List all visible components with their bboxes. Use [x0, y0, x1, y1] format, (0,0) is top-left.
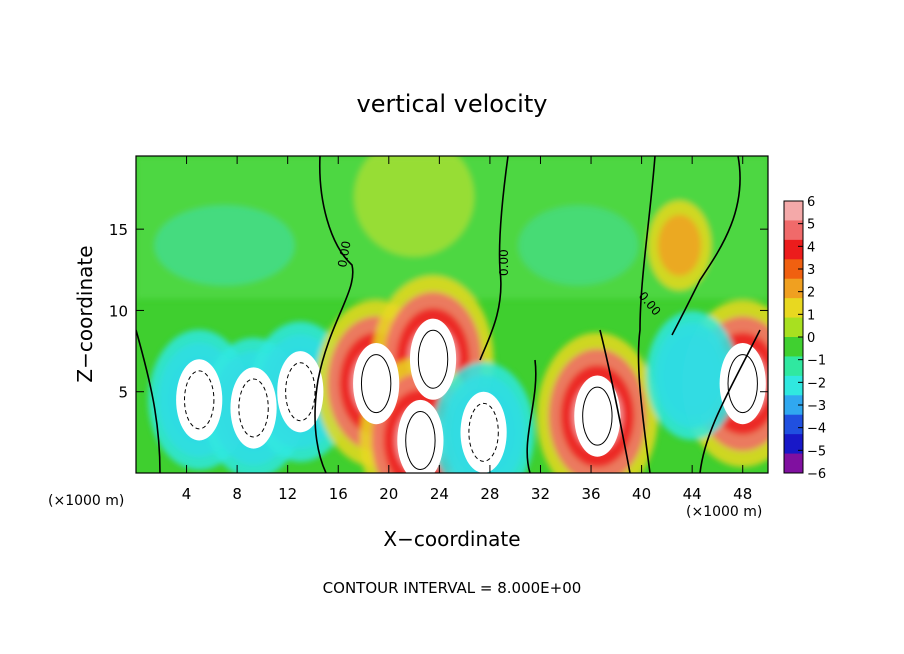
negative-contour — [238, 378, 269, 438]
colorbar-swatch — [784, 259, 803, 280]
colorbar-swatch — [784, 278, 803, 299]
x-tick-label: 44 — [683, 485, 702, 503]
zero-contour — [671, 156, 741, 336]
colorbar: 6 5 4 3 2 1 0 −1 −2 −3 −4 −5 −6 — [783, 195, 826, 482]
colorbar-tick-label: 5 — [807, 218, 815, 233]
updraft-core — [409, 318, 457, 400]
x-tick-label: 16 — [329, 485, 348, 503]
x-tick-label: 4 — [182, 485, 192, 503]
colorbar-swatch — [784, 453, 803, 474]
colorbar-swatch — [784, 356, 803, 377]
colorbar-swatch — [784, 434, 803, 455]
downdraft-core — [277, 351, 324, 433]
zero-contours — [136, 156, 761, 473]
x-tick-label: 36 — [581, 485, 600, 503]
upper-cyan-band — [154, 205, 295, 286]
updraft-core — [397, 399, 444, 473]
positive-contour — [405, 410, 436, 470]
colorbar-swatch — [784, 239, 803, 260]
downdraft-core — [230, 367, 277, 449]
x-axis: 4 8 12 16 20 24 28 32 36 40 44 48 — [182, 156, 752, 503]
colorbar-swatch — [784, 317, 803, 338]
downdraft-shading — [646, 310, 739, 440]
zero-contour — [479, 156, 509, 361]
upper-updraft-glow — [354, 156, 475, 257]
x-tick-label: 12 — [278, 485, 297, 503]
colorbar-tick-label: 4 — [807, 240, 815, 255]
x-unit-label-right: (×1000 m) — [686, 504, 762, 520]
colorbar-tick-label: 1 — [807, 308, 815, 323]
zero-contour — [314, 156, 354, 473]
colorbar-swatch — [784, 201, 803, 221]
contour-label-1: 0.00 — [497, 249, 511, 276]
x-tick-label: 20 — [379, 485, 398, 503]
zero-contour — [526, 359, 537, 473]
chart-title: vertical velocity — [357, 90, 548, 118]
x-unit-label-left: (×1000 m) — [48, 493, 124, 509]
footer-contour-interval: CONTOUR INTERVAL = 8.000E+00 — [323, 579, 582, 597]
upper-cyan-band — [518, 205, 639, 286]
zero-contour — [699, 329, 761, 473]
positive-contour — [417, 329, 449, 389]
velocity-cores — [176, 318, 766, 473]
y-tick-label: 5 — [118, 384, 128, 402]
x-tick-label: 32 — [531, 485, 550, 503]
x-tick-label: 28 — [480, 485, 499, 503]
colorbar-tick-label: 2 — [807, 286, 815, 301]
colorbar-swatch — [784, 298, 803, 319]
x-tick-label: 40 — [632, 485, 651, 503]
positive-contour — [727, 354, 758, 414]
positive-contour — [582, 386, 613, 446]
y-tick-label: 10 — [109, 302, 128, 320]
colorbar-tick-label: −2 — [807, 376, 826, 391]
colorbar-swatch — [784, 375, 803, 396]
x-tick-label: 24 — [430, 485, 449, 503]
y-axis-label: Z−coordinate — [73, 245, 97, 382]
plot-area: 0.00 0.00 0.00 — [136, 156, 768, 473]
positive-contour — [360, 354, 392, 414]
x-tick-label: 48 — [733, 485, 752, 503]
colorbar-tick-label: −3 — [807, 399, 826, 414]
colorbar-tick-label: −1 — [807, 354, 826, 369]
negative-contour — [184, 370, 215, 430]
zero-contour — [637, 156, 656, 473]
y-axis: 5 10 15 — [109, 221, 768, 402]
contour-label-0: 0.00 — [335, 240, 353, 269]
updraft-shading — [657, 214, 702, 277]
negative-contour — [468, 402, 499, 462]
colorbar-swatch — [784, 414, 803, 435]
y-tick-label: 15 — [109, 221, 128, 239]
zero-contour — [136, 329, 161, 473]
colorbar-tick-label: −4 — [807, 422, 826, 437]
colorbar-swatch — [784, 220, 803, 241]
colorbar-tick-label: 6 — [807, 195, 815, 210]
x-tick-label: 8 — [232, 485, 242, 503]
updraft-core — [719, 342, 766, 425]
downdraft-core — [176, 359, 223, 441]
colorbar-swatch — [784, 395, 803, 416]
negative-contour — [285, 362, 316, 422]
plot-frame — [135, 155, 769, 474]
colorbar-tick-label: −5 — [807, 444, 826, 459]
zero-contour — [599, 329, 631, 473]
downdraft-core — [460, 391, 507, 473]
colorbar-tick-label: 3 — [807, 263, 815, 278]
colorbar-tick-label: −6 — [807, 467, 826, 482]
x-axis-label: X−coordinate — [383, 527, 520, 551]
updraft-core — [574, 375, 621, 457]
updraft-core — [353, 342, 400, 425]
colorbar-tick-label: 0 — [807, 331, 815, 346]
colorbar-swatch — [784, 337, 803, 357]
